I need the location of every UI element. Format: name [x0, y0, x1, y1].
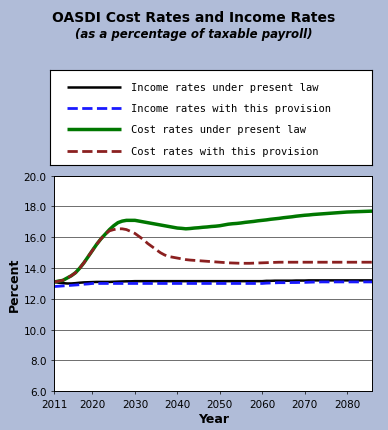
Text: Income rates under present law: Income rates under present law [131, 83, 319, 93]
Y-axis label: Percent: Percent [8, 257, 21, 311]
X-axis label: Year: Year [198, 412, 229, 425]
Text: OASDI Cost Rates and Income Rates: OASDI Cost Rates and Income Rates [52, 11, 336, 25]
Text: (as a percentage of taxable payroll): (as a percentage of taxable payroll) [75, 28, 313, 41]
Text: Cost rates under present law: Cost rates under present law [131, 125, 306, 135]
Text: Cost rates with this provision: Cost rates with this provision [131, 146, 319, 157]
Text: Income rates with this provision: Income rates with this provision [131, 104, 331, 114]
